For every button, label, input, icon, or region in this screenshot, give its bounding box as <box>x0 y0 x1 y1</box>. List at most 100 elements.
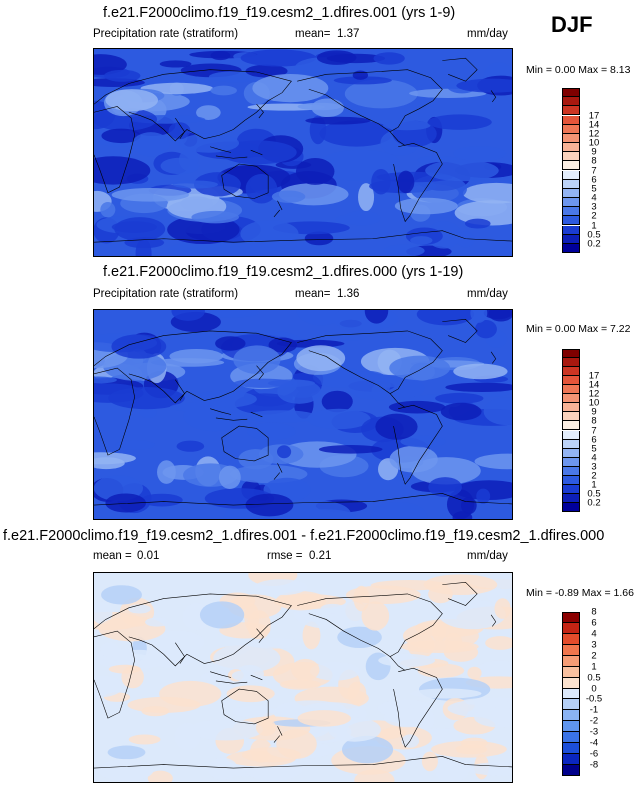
colorbar-tick-label: -8 <box>589 759 599 771</box>
colorbar-swatch <box>562 115 580 125</box>
colorbar-tick-label: 5 <box>591 183 597 195</box>
field-contour <box>337 626 382 649</box>
coastline <box>94 594 291 666</box>
colorbar-tick-label: 8 <box>591 415 597 427</box>
panel-3-rmse-label: rmse = <box>267 550 303 562</box>
colorbar-tick-label: 14 <box>588 379 600 391</box>
colorbar-swatch <box>562 225 580 235</box>
field-contour <box>94 452 136 465</box>
panel-1-variable: Precipitation rate (stratiform) <box>93 28 239 40</box>
field-contour <box>147 770 173 782</box>
coastline <box>257 104 264 118</box>
field-contour <box>168 122 191 140</box>
colorbar-tick-label: 12 <box>588 388 600 400</box>
panel-3-map <box>93 572 513 783</box>
colorbar-swatch <box>562 188 580 198</box>
panel-1-units: mm/day <box>467 28 508 40</box>
field-contour <box>347 681 367 705</box>
colorbar-tick-label: 4 <box>591 628 597 640</box>
field-contour <box>364 310 389 324</box>
field-contour <box>470 310 488 323</box>
field-contour <box>421 751 438 772</box>
field-contour <box>388 400 446 414</box>
field-contour <box>255 719 277 737</box>
field-contour <box>320 149 400 174</box>
colorbar-swatch <box>562 376 580 386</box>
field-contour <box>431 740 507 758</box>
field-contour <box>105 89 158 112</box>
coastline <box>442 582 477 605</box>
colorbar-tick-label: 0.5 <box>587 229 601 241</box>
colorbar-swatch <box>562 710 580 722</box>
field-contour <box>139 407 157 418</box>
colorbar-swatch <box>562 430 580 440</box>
field-contour <box>157 460 176 484</box>
field-contour <box>397 170 415 194</box>
colorbar-tick-label: -0.5 <box>585 693 603 705</box>
field-contour <box>94 107 158 131</box>
field-contour <box>208 757 238 780</box>
field-contour <box>105 493 147 513</box>
coastline <box>94 368 135 455</box>
panel-2-mean-value: 1.36 <box>337 288 360 300</box>
coastline <box>274 463 282 479</box>
field-contour <box>172 180 219 189</box>
field-contour <box>240 220 299 248</box>
field-contour <box>252 73 329 103</box>
colorbar-swatch <box>562 412 580 422</box>
field-contour <box>373 52 405 65</box>
coastline <box>175 380 184 401</box>
colorbar-swatch <box>562 743 580 755</box>
field-contour <box>247 422 296 441</box>
colorbar-tick-label: 2 <box>591 210 597 222</box>
colorbar-swatch <box>562 243 580 253</box>
field-contour <box>319 120 394 147</box>
field-contour <box>318 445 383 454</box>
colorbar-swatch <box>562 143 580 153</box>
field-contour <box>370 502 428 519</box>
field-contour <box>115 440 156 450</box>
field-contour <box>427 114 492 130</box>
field-contour <box>174 723 201 750</box>
colorbar-swatch <box>562 385 580 395</box>
coastline <box>94 756 512 768</box>
field-contour <box>94 376 117 384</box>
colorbar-swatch <box>562 161 580 171</box>
colorbar-swatch <box>562 721 580 733</box>
field-contour <box>189 719 263 741</box>
field-contour <box>476 488 491 504</box>
field-contour <box>245 64 288 78</box>
colorbar-tick-label: 4 <box>591 452 597 464</box>
panel-2-map <box>93 309 513 520</box>
colorbar-tick-label: 2 <box>591 650 597 662</box>
colorbar-tick-label: 0.5 <box>587 672 601 684</box>
field-contour <box>169 349 224 364</box>
colorbar-tick-label: 0.2 <box>587 238 601 250</box>
field-contour <box>111 188 189 202</box>
field-contour <box>431 621 447 642</box>
colorbar-swatch <box>562 234 580 244</box>
field-contour <box>333 76 392 85</box>
panel-2-minmax: Min = 0.00 Max = 7.22 <box>526 323 631 335</box>
colorbar-tick-label: -4 <box>589 737 599 749</box>
field-contour <box>383 120 431 131</box>
coastline <box>210 147 262 159</box>
field-contour <box>135 238 152 256</box>
coastline <box>94 107 135 193</box>
field-contour <box>100 201 116 218</box>
field-contour <box>101 585 142 605</box>
field-contour <box>483 397 512 426</box>
field-contour <box>148 641 197 669</box>
colorbar-tick-label: 3 <box>591 461 597 473</box>
field-contour <box>440 402 482 421</box>
coastline <box>222 426 268 461</box>
coastline <box>257 629 264 643</box>
colorbar-swatch <box>562 448 580 458</box>
colorbar-swatch <box>562 612 580 623</box>
coastline <box>94 631 135 718</box>
colorbar-tick-label: 0 <box>591 683 597 695</box>
coastline <box>222 164 268 199</box>
panel-3-mean-value: 0.01 <box>137 550 160 562</box>
colorbar-tick-label: 3 <box>591 639 597 651</box>
field-contour <box>297 102 342 111</box>
